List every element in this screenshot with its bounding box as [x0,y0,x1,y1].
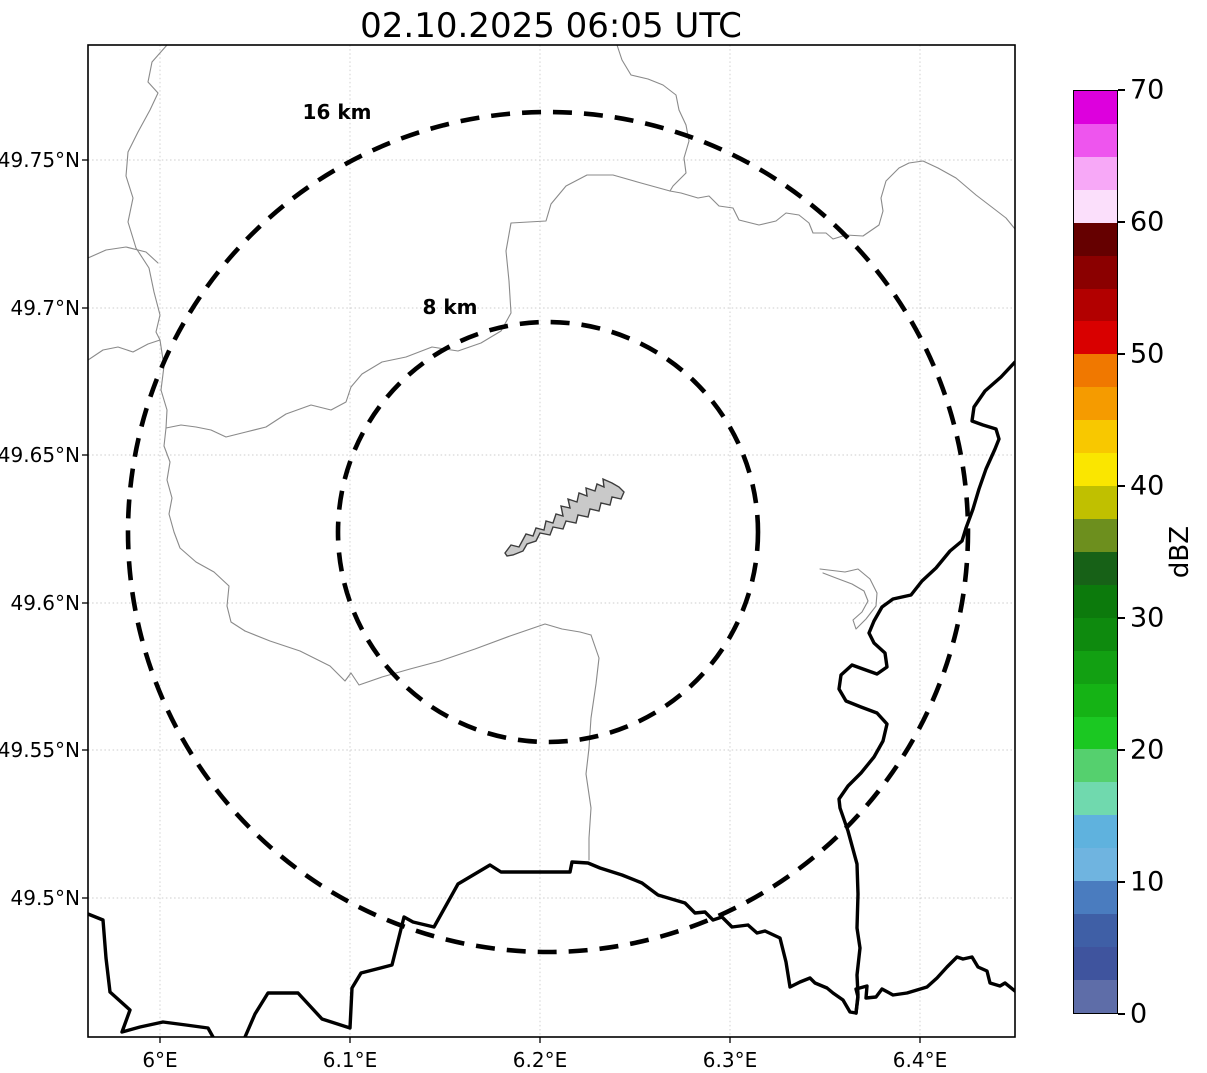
colorbar-segment [1074,255,1117,289]
y-tick-label: 49.75°N [0,148,80,172]
admin-boundary-line [669,160,1015,240]
colorbar-segment [1074,749,1117,783]
colorbar-tick-label: 70 [1130,74,1165,106]
colorbar-segment [1074,848,1117,882]
colorbar-tick-label: 60 [1130,206,1165,238]
x-tick-label: 6°E [142,1048,178,1072]
admin-boundary-line [616,45,690,192]
colorbar-tick-label: 20 [1130,734,1165,766]
colorbar-segment [1074,222,1117,256]
plot-title: 02.10.2025 06:05 UTC [360,6,742,46]
airport-footprint [504,477,625,557]
colorbar-segment [1074,354,1117,388]
ring-label-16km: 16 km [302,100,372,124]
colorbar-segment [1074,782,1117,816]
range-ring-16km [125,109,971,955]
admin-boundary-line [88,246,159,264]
colorbar-segment [1074,420,1117,454]
country-border-line [88,912,215,1037]
colorbar-segment [1074,156,1117,190]
x-tick-label: 6.4°E [892,1048,948,1072]
admin-boundary-line [819,568,878,630]
colorbar-segment [1074,716,1117,750]
colorbar-tick-mark [1118,89,1125,91]
colorbar-segment [1074,584,1117,618]
country-border-line [837,360,1015,1015]
x-tick-label: 6.2°E [512,1048,568,1072]
colorbar-segment [1074,946,1117,980]
colorbar-segment [1074,288,1117,322]
colorbar-tick-label: 10 [1130,866,1165,898]
colorbar-segment [1074,123,1117,157]
colorbar-tick-label: 50 [1130,338,1165,370]
colorbar-segment [1074,979,1117,1013]
colorbar-segment [1074,551,1117,585]
admin-boundary-line [165,174,671,438]
admin-boundary-line [244,623,592,686]
colorbar-segment [1074,650,1117,684]
colorbar-tick-mark [1118,749,1125,751]
colorbar-segment [1074,91,1117,124]
colorbar-segment [1074,815,1117,849]
x-tick-label: 6.1°E [322,1048,378,1072]
plot-frame [87,44,1016,1038]
country-border-line [243,860,858,1037]
dbz-colorbar [1073,90,1118,1014]
colorbar-segment [1074,387,1117,421]
map-layers [88,45,1015,1037]
admin-boundary-line [159,339,246,632]
colorbar-tick-mark [1118,221,1125,223]
range-ring-8km [335,319,761,745]
colorbar-tick-label: 30 [1130,602,1165,634]
colorbar-segment [1074,321,1117,355]
colorbar-tick-mark [1118,1013,1125,1015]
colorbar-segment [1074,914,1117,947]
colorbar-tick-label: 40 [1130,470,1165,502]
colorbar-tick-mark [1118,353,1125,355]
y-tick-label: 49.55°N [0,738,80,762]
colorbar-segment [1074,189,1117,223]
y-tick-label: 49.6°N [10,591,81,615]
ring-label-8km: 8 km [422,295,478,319]
y-tick-label: 49.5°N [10,886,81,910]
colorbar-segment [1074,617,1117,651]
colorbar-axis-label: dBZ [1165,525,1195,579]
x-tick-label: 6.3°E [702,1048,758,1072]
colorbar-tick-mark [1118,881,1125,883]
colorbar-tick-mark [1118,617,1125,619]
colorbar-segment [1074,881,1117,915]
colorbar-segment [1074,683,1117,717]
admin-boundary-line [88,339,161,361]
colorbar-segment [1074,518,1117,552]
colorbar-tick-label: 0 [1130,998,1148,1030]
admin-boundary-line [125,45,168,341]
y-tick-label: 49.7°N [10,296,81,320]
colorbar-segment [1074,486,1117,519]
admin-boundary-line [585,634,600,861]
country-border-line [854,955,1015,1015]
y-tick-label: 49.65°N [0,443,80,467]
colorbar-tick-mark [1118,485,1125,487]
colorbar-segment [1074,453,1117,487]
